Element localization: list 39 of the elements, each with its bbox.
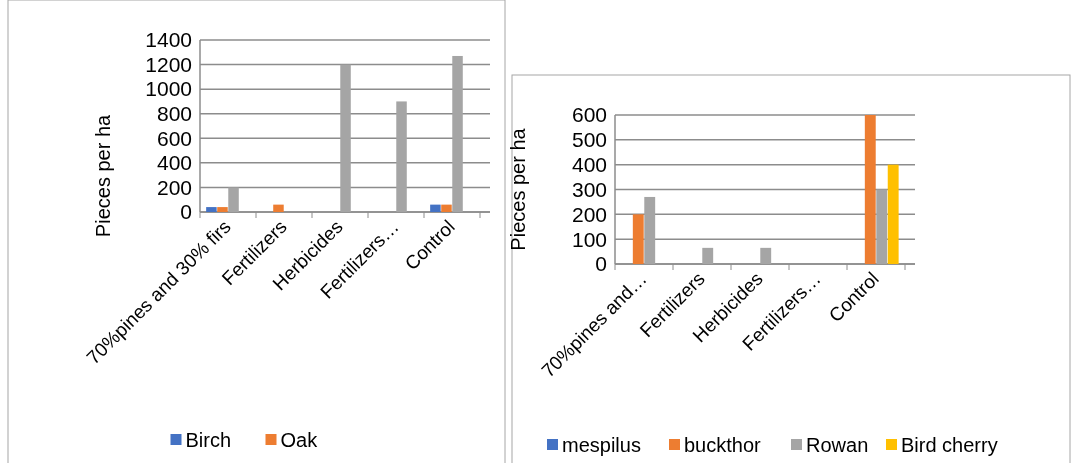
y-tick-label: 0 — [180, 200, 192, 224]
y-tick-label: 800 — [156, 102, 192, 126]
y-tick-label: 200 — [571, 202, 607, 226]
bar — [876, 189, 888, 264]
y-axis-title: Pieces per ha — [507, 127, 529, 251]
y-tick-label: 100 — [571, 227, 607, 251]
y-tick-label: 600 — [571, 103, 607, 127]
bar — [340, 64, 351, 212]
legend-label: Bird cherry — [901, 434, 998, 456]
y-tick-label: 400 — [571, 153, 607, 177]
bar — [760, 247, 772, 264]
y-tick-label: 1200 — [145, 52, 192, 76]
legend-label: buckthor — [684, 434, 762, 456]
bar — [864, 115, 876, 264]
bar — [273, 204, 284, 212]
bar — [217, 207, 228, 212]
bar — [206, 207, 217, 212]
legend-label: Oak — [280, 429, 319, 451]
y-tick-label: 0 — [595, 252, 607, 276]
legend-label: Rowan — [806, 434, 869, 456]
bar — [430, 204, 441, 212]
bar — [441, 204, 452, 212]
y-tick-label: 1000 — [145, 77, 192, 101]
bar — [887, 164, 899, 264]
legend-label: mespilus — [562, 434, 641, 456]
bar — [396, 101, 407, 212]
bar — [644, 196, 656, 264]
y-tick-label: 500 — [571, 128, 607, 152]
bar — [702, 247, 714, 264]
y-tick-label: 400 — [156, 151, 192, 175]
y-tick-label: 300 — [571, 177, 607, 201]
y-tick-label: 200 — [156, 175, 192, 199]
y-axis-title: Pieces per ha — [92, 113, 114, 238]
y-tick-label: 1400 — [145, 28, 192, 52]
bar — [228, 187, 239, 212]
y-tick-label: 600 — [156, 126, 192, 150]
bar — [632, 214, 644, 264]
legend-label: Birch — [185, 429, 232, 451]
bar — [452, 55, 463, 212]
